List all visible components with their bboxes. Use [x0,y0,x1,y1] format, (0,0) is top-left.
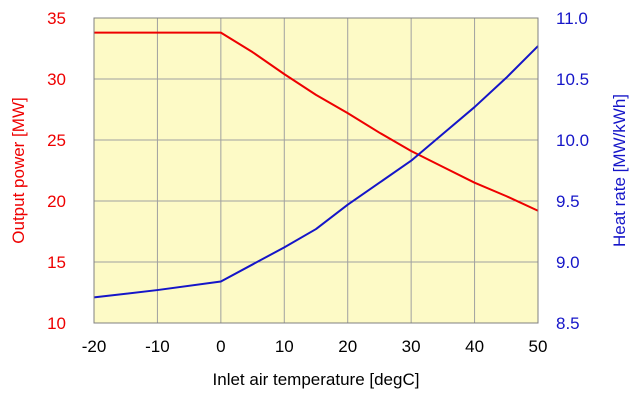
plot-area [94,18,538,323]
series-lines [93,31,539,299]
y-left-tick-label: 35 [47,9,66,28]
y-left-axis-ticks: 10 15 20 25 30 35 [47,9,66,333]
y-left-tick-label: 25 [47,131,66,150]
y-right-tick-label: 10.5 [556,70,589,89]
y-left-tick-label: 15 [47,253,66,272]
y-right-axis-ticks: 8.5 9.0 9.5 10.0 10.5 11.0 [556,9,589,333]
y-right-tick-label: 9.5 [556,192,580,211]
x-axis-title: Inlet air temperature [degC] [213,370,420,389]
series-line-right-axis [93,45,539,299]
y-right-tick-label: 11.0 [556,9,588,28]
x-tick-label: -20 [82,337,107,356]
plot-border [93,17,539,324]
x-tick-label: 20 [338,337,357,356]
y-left-tick-label: 20 [47,192,66,211]
y-left-axis-title: Output power [MW] [9,97,28,243]
x-tick-label: 40 [465,337,484,356]
y-right-tick-label: 10.0 [556,131,589,150]
x-axis-ticks: -20 -10 0 10 20 30 40 50 [82,337,548,356]
x-tick-label: -10 [145,337,170,356]
series-line-left-axis [94,31,539,212]
x-tick-label: 50 [529,337,548,356]
y-left-tick-label: 10 [47,314,66,333]
y-right-tick-label: 8.5 [556,314,580,333]
x-tick-label: 0 [216,337,225,356]
y-left-tick-label: 30 [47,70,66,89]
y-right-axis-title: Heat rate [MW/kWh] [610,94,629,247]
x-tick-label: 10 [275,337,294,356]
y-right-tick-label: 9.0 [556,253,580,272]
x-tick-label: 30 [402,337,421,356]
